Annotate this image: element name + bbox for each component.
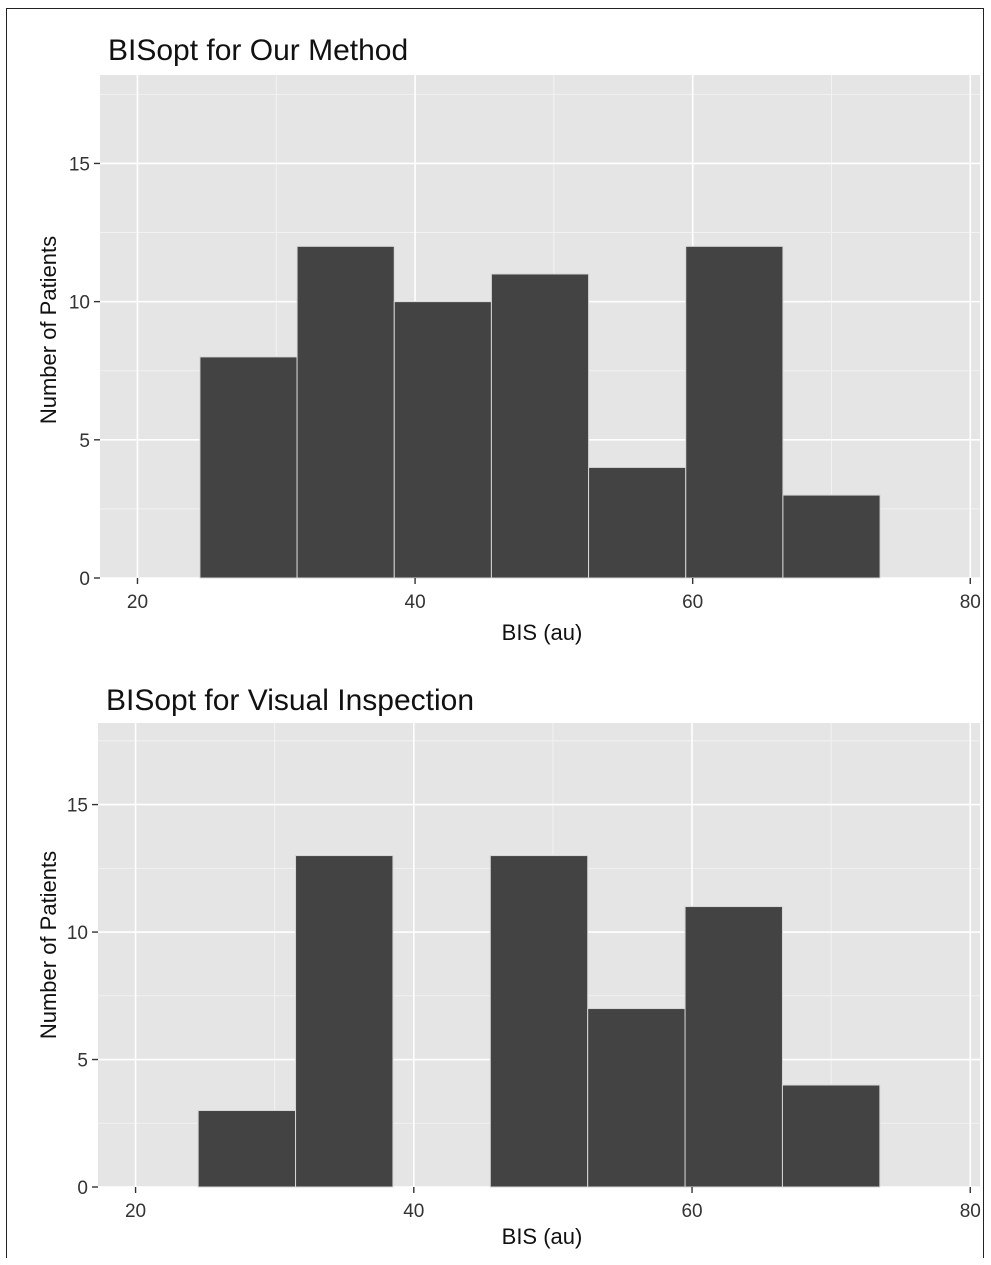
- x-tick-label: 20: [127, 592, 148, 613]
- x-axis-label: BIS (au): [502, 620, 583, 645]
- histogram-bar: [295, 855, 394, 1188]
- y-tick-label: 0: [79, 569, 90, 590]
- x-tick-label: 40: [403, 1201, 424, 1222]
- x-tick-label: 80: [960, 1201, 981, 1222]
- chart-svg: BISopt for Our Method 20 40 60 80 0 5 10 15 BIS…: [36, 34, 981, 645]
- histogram-bar: [296, 245, 395, 579]
- histogram-bar: [197, 1110, 297, 1188]
- y-axis-label: Number of Patients: [36, 236, 61, 424]
- chart-title: BISopt for Visual Inspection: [106, 684, 474, 717]
- histogram-bar: [685, 245, 784, 579]
- histogram-bar: [199, 356, 298, 579]
- x-tick-label: 60: [681, 1201, 702, 1222]
- y-tick-label: 15: [69, 154, 90, 175]
- y-tick-label: 0: [77, 1178, 88, 1199]
- y-axis-label: Number of Patients: [36, 851, 61, 1039]
- histogram-bar: [393, 301, 492, 579]
- histogram-bar: [684, 906, 783, 1188]
- histogram-our-method: BISopt for Our Method 20 40 60 80 0 5 10 15 BIS…: [36, 34, 981, 645]
- histogram-bar: [587, 1008, 686, 1188]
- x-axis-label: BIS (au): [502, 1224, 583, 1249]
- chart-title: BISopt for Our Method: [108, 34, 408, 67]
- y-tick-label: 5: [79, 431, 90, 452]
- x-tick-label: 40: [405, 592, 426, 613]
- y-tick-label: 10: [69, 293, 90, 314]
- histogram-bar: [490, 273, 590, 579]
- histogram-bar: [489, 855, 589, 1188]
- y-tick-label: 10: [67, 923, 88, 944]
- x-tick-label: 20: [125, 1201, 146, 1222]
- histogram-visual-inspection: BISopt for Visual Inspection 20 40 60 80 0 5 1…: [0, 660, 991, 1260]
- y-tick-label: 15: [67, 796, 88, 817]
- figure-frame: [6, 8, 984, 1258]
- histogram-bar: [588, 466, 687, 579]
- x-tick-label: 80: [960, 592, 981, 613]
- y-tick-label: 5: [77, 1051, 88, 1072]
- histogram-bar: [781, 1084, 881, 1188]
- histogram-bar: [782, 494, 881, 579]
- chart-svg: BISopt for Visual Inspection 20 40 60 80 0 5 1…: [36, 684, 981, 1249]
- x-tick-label: 60: [682, 592, 703, 613]
